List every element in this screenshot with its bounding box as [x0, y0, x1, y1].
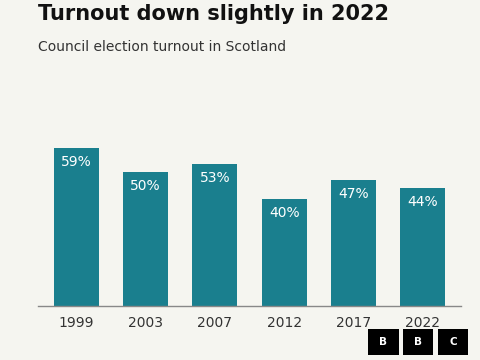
- Text: 53%: 53%: [200, 171, 230, 185]
- Text: B: B: [414, 337, 422, 347]
- Bar: [192, 164, 238, 306]
- FancyBboxPatch shape: [403, 329, 433, 355]
- FancyBboxPatch shape: [438, 329, 468, 355]
- Bar: [262, 199, 307, 306]
- Bar: [331, 180, 376, 306]
- Text: C: C: [449, 337, 457, 347]
- Bar: [54, 148, 99, 306]
- FancyBboxPatch shape: [368, 329, 398, 355]
- Text: 59%: 59%: [61, 155, 92, 169]
- Text: 50%: 50%: [131, 179, 161, 193]
- Text: 44%: 44%: [408, 195, 438, 209]
- Text: Council election turnout in Scotland: Council election turnout in Scotland: [38, 40, 287, 54]
- Bar: [123, 172, 168, 306]
- Bar: [400, 188, 445, 306]
- Text: 40%: 40%: [269, 206, 300, 220]
- Text: 47%: 47%: [338, 187, 369, 201]
- Text: B: B: [379, 337, 387, 347]
- Text: Turnout down slightly in 2022: Turnout down slightly in 2022: [38, 4, 389, 24]
